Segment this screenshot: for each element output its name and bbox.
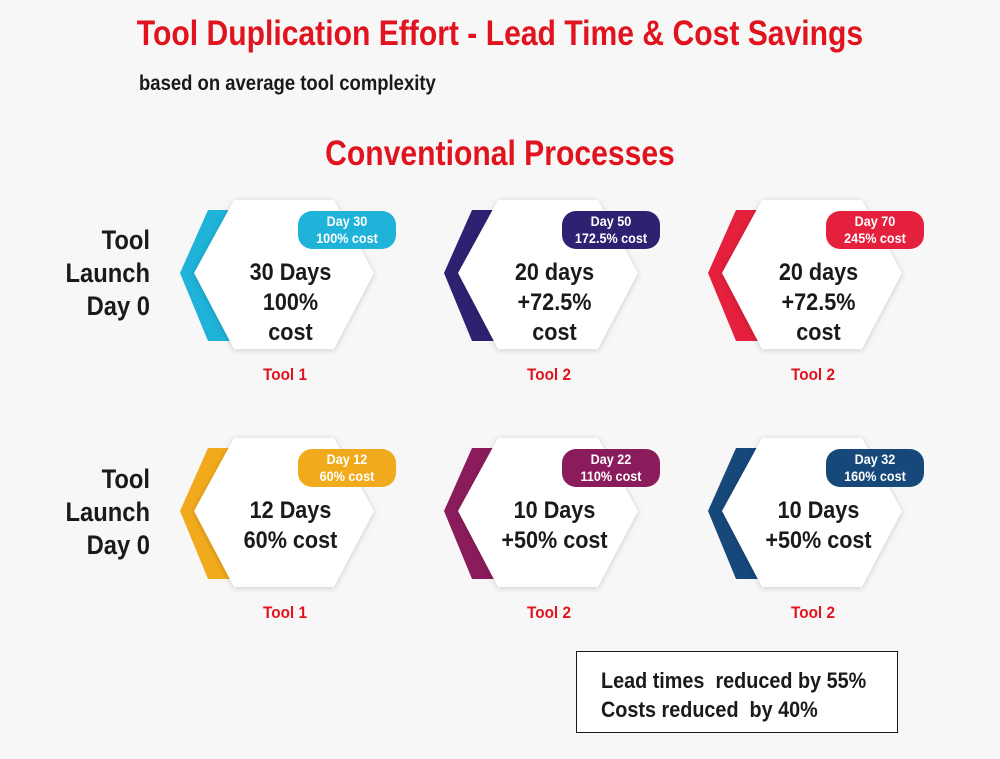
card-main-text: 12 Days 60% cost — [230, 496, 352, 556]
row-label-line: Launch — [65, 497, 150, 527]
card-main-line: 20 days — [514, 259, 595, 286]
day-cost-badge: Day 30 100% cost — [298, 211, 396, 249]
badge-day: Day 30 — [326, 213, 368, 229]
card-main-line: +72.5% — [517, 289, 592, 316]
card-main-text: 10 Days +50% cost — [494, 496, 616, 556]
card-main-text: 30 Days 100% cost — [230, 258, 352, 348]
tool-label: Tool 1 — [263, 365, 307, 384]
step-card: 10 Days +50% cost Day 22 110% cost — [442, 434, 660, 594]
card-main-text: 10 Days +50% cost — [758, 496, 880, 556]
badge-day: Day 22 — [590, 451, 632, 467]
card-main-line: 12 Days — [249, 497, 332, 524]
summary-box: Lead times reduced by 55% Costs reduced … — [576, 651, 898, 733]
step-card: 12 Days 60% cost Day 12 60% cost — [178, 434, 396, 594]
day-cost-badge: Day 22 110% cost — [562, 449, 660, 487]
card-main-line: 60% cost — [243, 527, 338, 554]
badge-day: Day 12 — [326, 451, 368, 467]
step-card: 20 days +72.5% cost Day 70 245% cost — [706, 196, 924, 356]
row-label-line: Tool — [101, 225, 150, 255]
badge-day: Day 70 — [854, 213, 896, 229]
card-main-line: 30 Days — [249, 259, 332, 286]
page-title: Tool Duplication Effort - Lead Time & Co… — [136, 14, 864, 53]
tool-label: Tool 1 — [263, 603, 307, 622]
badge-cost: 172.5% cost — [574, 230, 648, 246]
tool-label: Tool 2 — [527, 603, 571, 622]
row-label-line: Day 0 — [86, 530, 150, 560]
row-label-line: Tool — [101, 464, 150, 494]
card-main-text: 20 days +72.5% cost — [494, 258, 616, 348]
badge-cost: 245% cost — [844, 230, 906, 246]
tool-label: Tool 2 — [791, 365, 835, 384]
badge-day: Day 50 — [590, 213, 632, 229]
badge-cost: 60% cost — [319, 468, 375, 484]
card-main-line: 10 Days — [777, 497, 860, 524]
step-card: 10 Days +50% cost Day 32 160% cost — [706, 434, 924, 594]
badge-cost: 110% cost — [580, 468, 642, 484]
day-cost-badge: Day 70 245% cost — [826, 211, 924, 249]
accent-chevron — [444, 448, 494, 579]
card-main-line: +50% cost — [765, 527, 872, 554]
card-main-line: 20 days — [778, 259, 859, 286]
tool-label: Tool 2 — [791, 603, 835, 622]
card-main-line: +50% cost — [501, 527, 608, 554]
page-subtitle: based on average tool complexity — [139, 72, 436, 95]
row-label-line: Launch — [65, 258, 150, 288]
badge-cost: 100% cost — [316, 230, 378, 246]
accent-chevron — [180, 448, 230, 579]
card-main-line: cost — [796, 319, 841, 346]
accent-chevron — [708, 448, 758, 579]
accent-chevron — [708, 210, 758, 341]
row-label-1: Tool Launch Day 0 — [36, 224, 150, 323]
summary-line: Costs reduced by 40% — [601, 697, 818, 722]
tool-label: Tool 2 — [527, 365, 571, 384]
card-main-line: 10 Days — [513, 497, 596, 524]
card-main-line: +72.5% — [781, 289, 856, 316]
card-main-line: cost — [268, 319, 313, 346]
card-main-text: 20 days +72.5% cost — [758, 258, 880, 348]
summary-line: Lead times reduced by 55% — [601, 668, 867, 693]
section-title: Conventional Processes — [325, 134, 675, 173]
step-card: 20 days +72.5% cost Day 50 172.5% cost — [442, 196, 660, 356]
day-cost-badge: Day 32 160% cost — [826, 449, 924, 487]
accent-chevron — [180, 210, 230, 341]
badge-cost: 160% cost — [844, 468, 906, 484]
card-main-line: cost — [532, 319, 577, 346]
accent-chevron — [444, 210, 494, 341]
step-card: 30 Days 100% cost Day 30 100% cost — [178, 196, 396, 356]
card-main-line: 100% — [262, 289, 319, 316]
badge-day: Day 32 — [854, 451, 896, 467]
row-label-line: Day 0 — [86, 291, 150, 321]
row-label-2: Tool Launch Day 0 — [36, 463, 150, 562]
day-cost-badge: Day 50 172.5% cost — [562, 211, 660, 249]
day-cost-badge: Day 12 60% cost — [298, 449, 396, 487]
